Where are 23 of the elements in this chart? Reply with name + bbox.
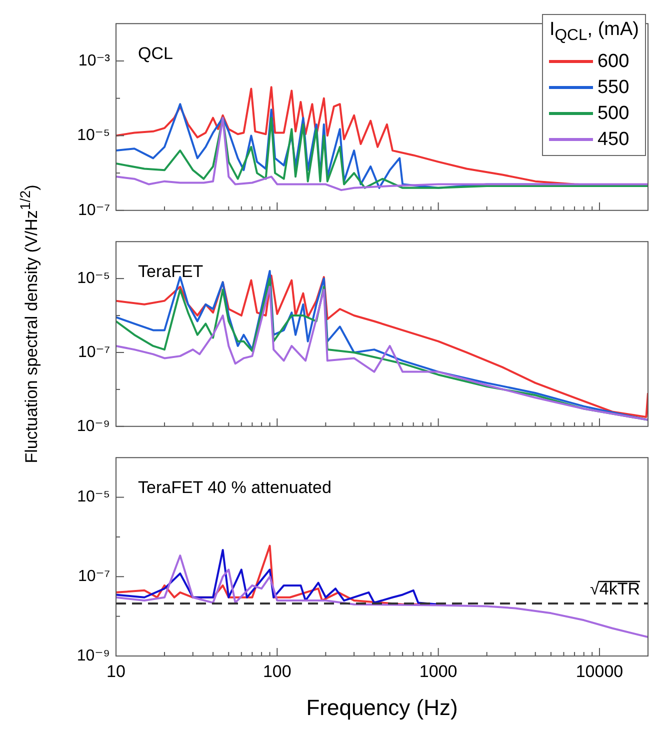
ref-line-label: √4kTR <box>590 580 640 599</box>
y-tick-label: 10⁻⁵ <box>77 488 110 506</box>
x-axis-title: Frequency (Hz) <box>306 694 458 720</box>
x-tick-label: 10 <box>106 662 126 681</box>
y-tick-label: 10⁻³ <box>78 52 111 70</box>
legend-title: I$_{QCL}$, (mA) <box>549 18 639 46</box>
y-tick-label: 10⁻⁷ <box>78 568 110 586</box>
y-tick-label: 10⁻⁹ <box>76 418 110 435</box>
y-tick-label: 10⁻⁹ <box>76 647 110 664</box>
legend-label: 600 <box>597 50 630 74</box>
text: TeraFET <box>138 262 204 281</box>
y-tick-label: 10⁻⁷ <box>78 344 110 361</box>
legend-label: 550 <box>597 76 630 100</box>
y-tick-label: 10⁻⁵ <box>77 270 110 287</box>
text: TeraFET 40 % attenuated <box>138 478 332 497</box>
text: QCL <box>138 44 173 63</box>
legend-label: 500 <box>597 102 630 126</box>
y-tick-label: 10⁻⁵ <box>77 127 110 144</box>
x-tick-label: 100 <box>262 662 292 681</box>
legend-label: 450 <box>597 128 630 152</box>
x-tick-label: 1000 <box>419 662 458 681</box>
x-tick-label: 10000 <box>576 662 624 681</box>
y-tick-label: 10⁻⁷ <box>78 202 110 219</box>
